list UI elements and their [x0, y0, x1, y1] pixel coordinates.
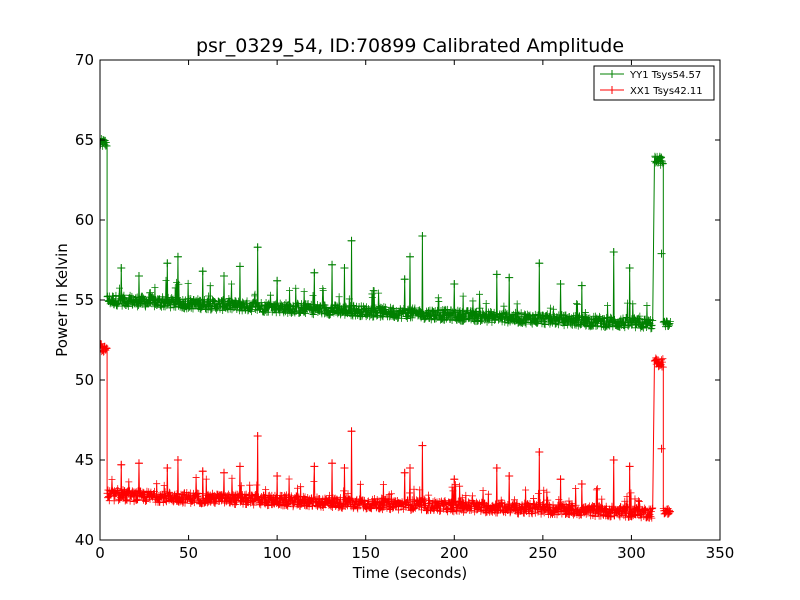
spike-point	[235, 262, 244, 271]
y-tick-label: 55	[75, 291, 94, 309]
spike-point	[556, 280, 565, 288]
x-tick-label: 150	[351, 544, 380, 562]
spike-point	[400, 468, 409, 477]
spike-point	[163, 259, 172, 268]
x-tick-label: 100	[263, 544, 292, 562]
spike-point	[535, 448, 544, 456]
legend-marker-xx1	[608, 86, 616, 94]
spike-point	[340, 264, 349, 272]
spike-point	[577, 281, 586, 290]
x-tick-label: 350	[706, 544, 735, 562]
legend: YY1 Tsys54.57 XX1 Tsys42.11	[593, 65, 715, 101]
spike-point	[418, 232, 427, 240]
chart-title: psr_0329_54, ID:70899 Calibrated Amplitu…	[196, 35, 624, 57]
spike-point	[328, 459, 337, 468]
spike-point	[173, 252, 182, 261]
spike-point	[609, 456, 618, 464]
spike-point	[347, 236, 356, 245]
spike-point	[577, 480, 586, 488]
spike-point	[556, 475, 565, 484]
y-tick-label: 45	[75, 451, 94, 469]
x-tick-label: 0	[95, 544, 105, 562]
x-tick-label: 250	[529, 544, 558, 562]
spike-point	[253, 432, 262, 440]
spike-point	[328, 260, 337, 269]
spike-point	[198, 467, 207, 476]
y-tick-label: 70	[75, 51, 94, 69]
spike-point	[406, 464, 414, 472]
spike-point	[625, 462, 634, 471]
spike-point	[220, 468, 228, 477]
y-tick-label: 65	[75, 131, 94, 149]
spike-point	[117, 460, 126, 469]
legend-box	[593, 65, 715, 101]
spike-point	[492, 464, 501, 472]
legend-label-yy1: YY1 Tsys54.57	[629, 70, 701, 81]
series-markers-1	[100, 340, 674, 522]
spike-point	[505, 472, 514, 480]
spike-point	[505, 273, 514, 282]
spike-point	[134, 272, 143, 280]
spike-point	[310, 268, 319, 277]
spike-point	[340, 464, 349, 472]
spike-point	[450, 475, 459, 484]
spike-point	[400, 275, 409, 284]
series-layer	[100, 134, 674, 522]
spike-point	[418, 441, 427, 450]
x-tick-label: 50	[179, 544, 198, 562]
spike-point	[235, 462, 244, 471]
spike-point	[173, 456, 182, 464]
spike-point	[657, 249, 666, 258]
spike-point	[609, 248, 618, 256]
spike-point	[220, 272, 228, 280]
spike-point	[134, 459, 143, 468]
spike-point	[657, 444, 666, 453]
legend-label-xx1: XX1 Tsys42.11	[630, 86, 703, 97]
y-axis-label: Power in Kelvin	[53, 243, 71, 357]
spike-point	[492, 270, 501, 279]
spike-point	[450, 280, 459, 288]
series-0	[100, 134, 674, 333]
spike-point	[625, 264, 634, 272]
x-tick-label: 300	[617, 544, 646, 562]
series-markers-0	[100, 134, 674, 333]
y-tick-label: 50	[75, 371, 94, 389]
series-1	[100, 340, 674, 522]
y-tick-label: 60	[75, 211, 94, 229]
spike-point	[273, 276, 282, 285]
spike-point	[406, 252, 414, 261]
x-tick-label: 200	[440, 544, 469, 562]
spike-point	[253, 243, 262, 252]
spike-point	[310, 462, 319, 471]
ticks-layer: 0 50 100 150 200 250 300 350 40 45 50 55 60 65 70	[75, 51, 734, 562]
spike-point	[347, 427, 356, 436]
y-tick-label: 40	[75, 531, 94, 549]
spike-point	[163, 464, 172, 472]
spike-point	[117, 264, 126, 272]
legend-marker-yy1	[608, 70, 616, 78]
x-axis-label: Time (seconds)	[352, 564, 468, 582]
spike-point	[273, 472, 282, 480]
spike-point	[198, 267, 207, 276]
spike-point	[535, 259, 544, 268]
